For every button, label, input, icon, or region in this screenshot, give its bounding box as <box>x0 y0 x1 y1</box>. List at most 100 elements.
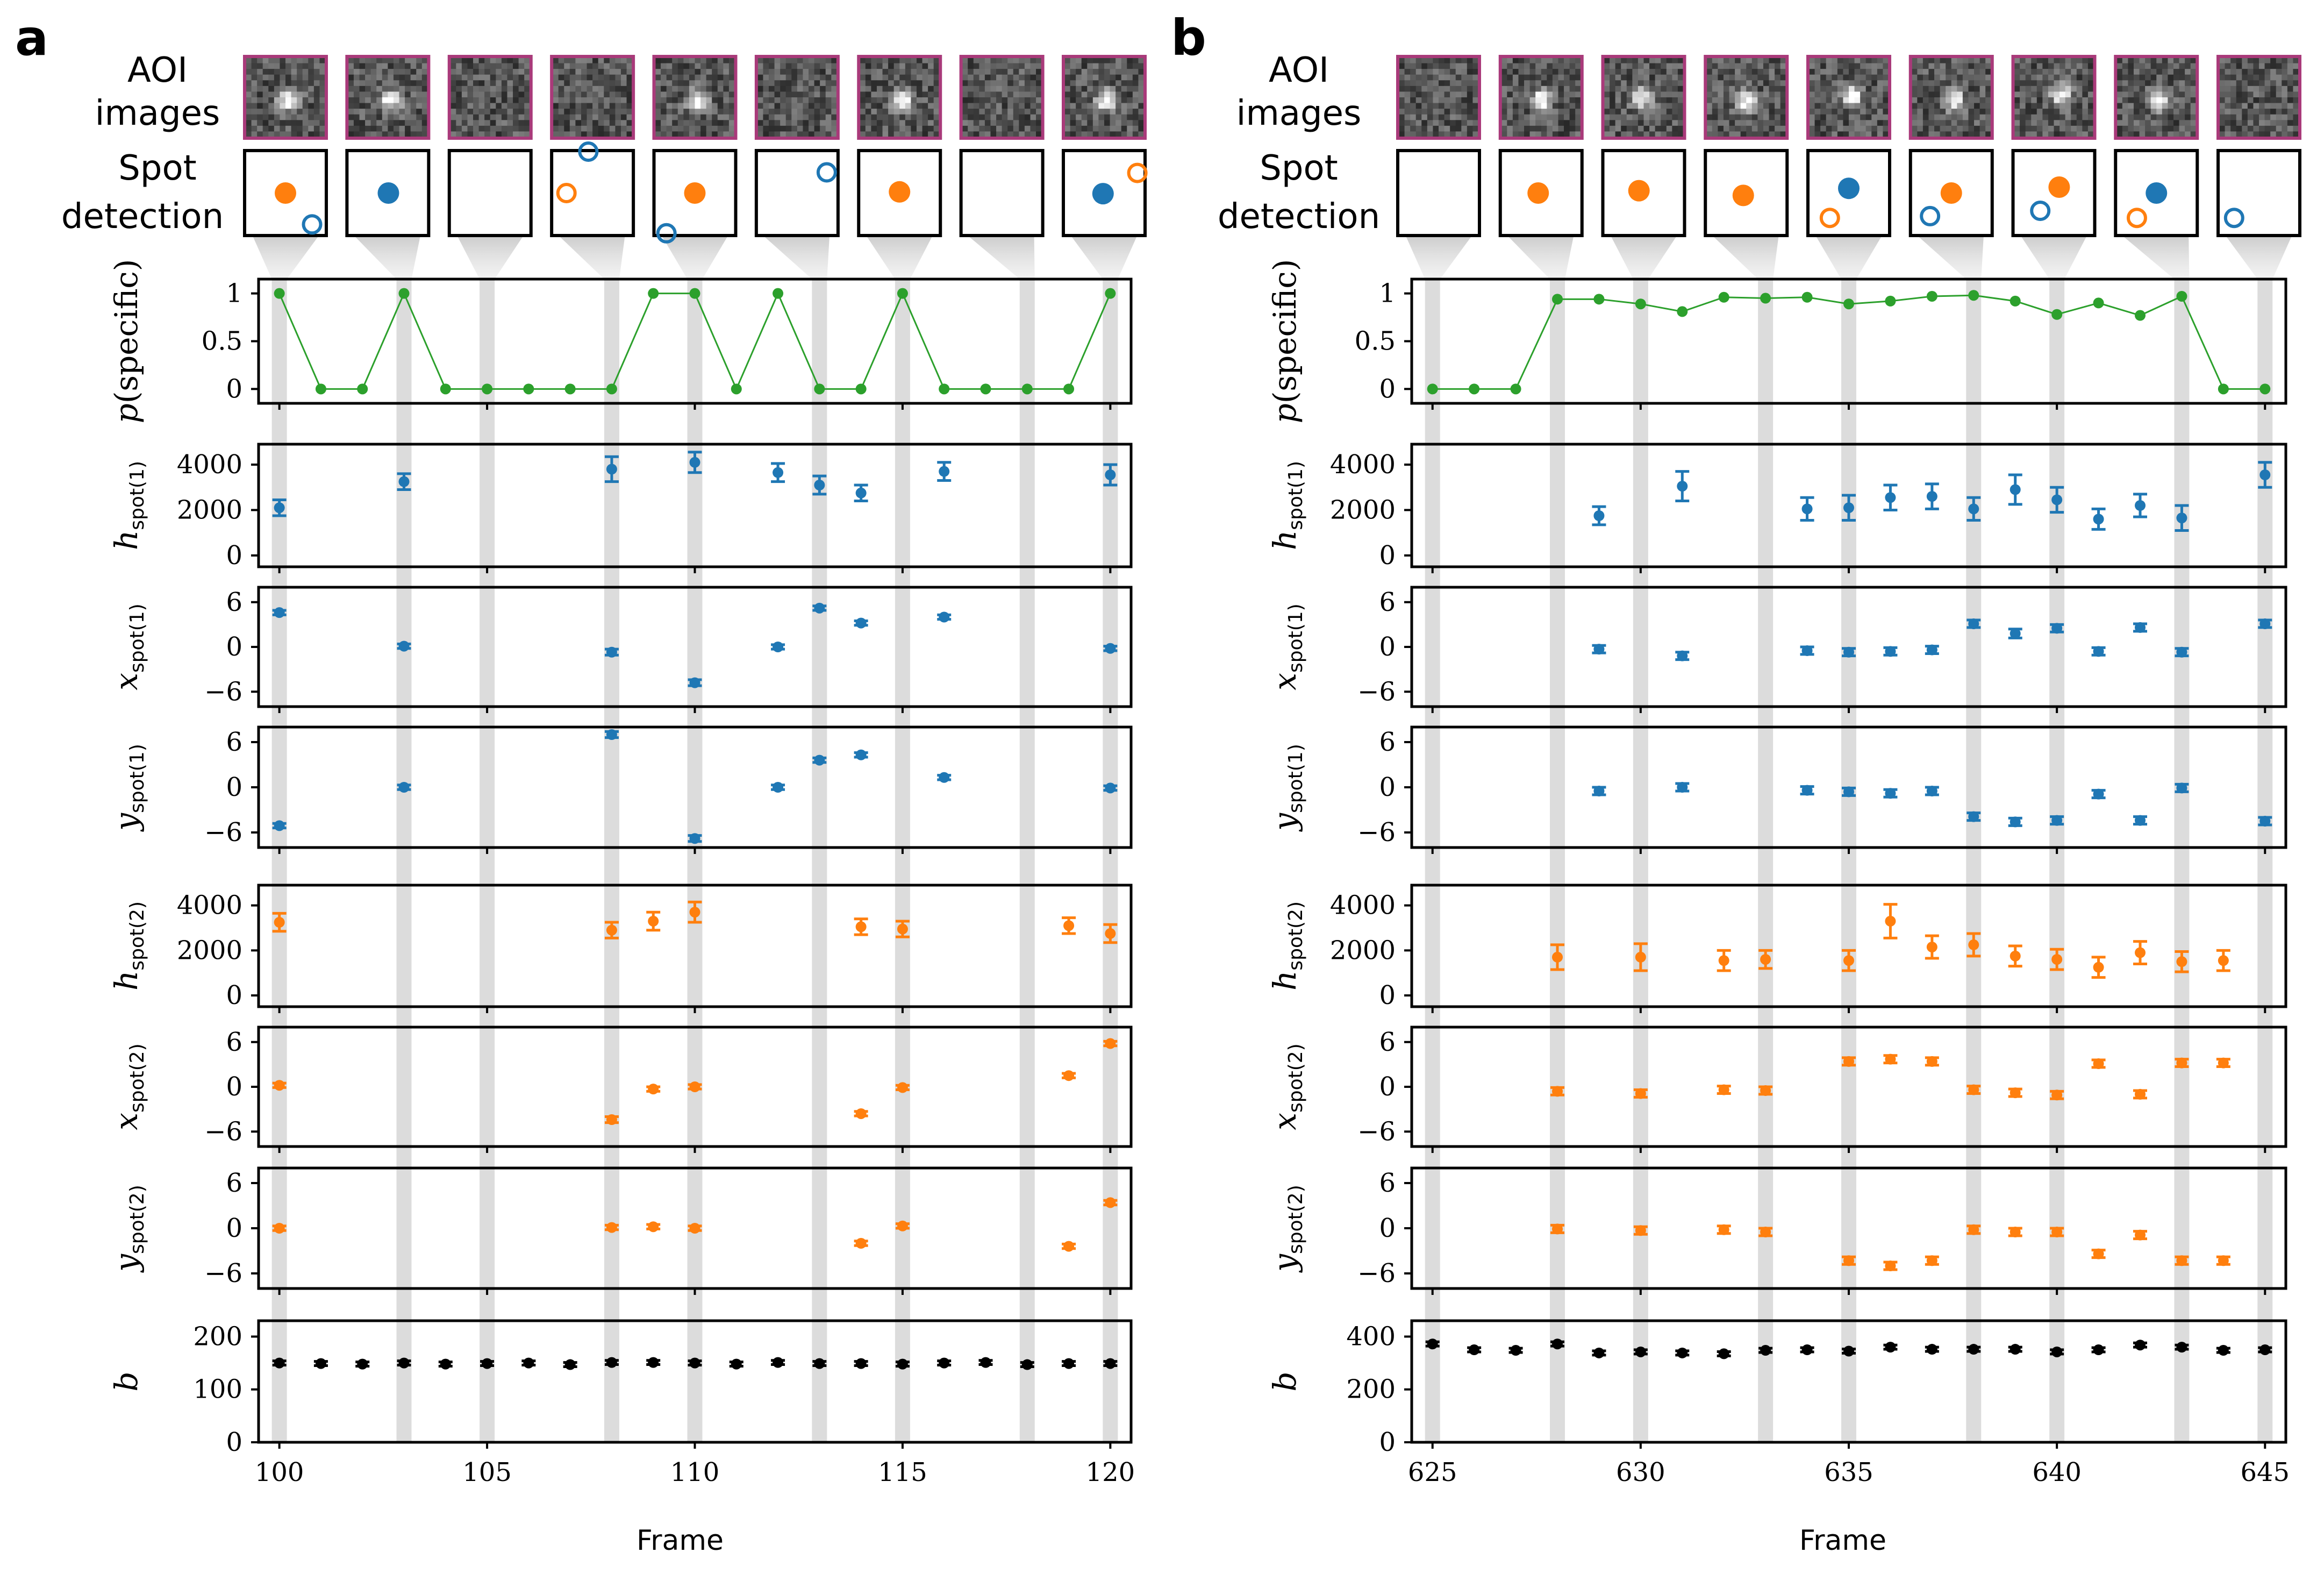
aoi-pixel <box>1883 131 1889 138</box>
aoi-pixel <box>461 131 468 138</box>
aoi-pixel <box>933 74 940 81</box>
aoi-pixel <box>2173 58 2180 64</box>
aoi-pixel <box>353 120 360 126</box>
aoi-pixel <box>604 131 610 138</box>
aoi-pixel <box>1729 74 1735 81</box>
aoi-pixel <box>450 125 456 132</box>
aoi-pixel <box>803 80 809 87</box>
aoi-pixel <box>1928 91 1935 98</box>
aoi-pixel <box>871 109 877 115</box>
aoi-pixel <box>1121 58 1127 64</box>
aoi-frame <box>2114 55 2199 140</box>
highlight-funnel <box>457 237 523 279</box>
aoi-pixel <box>592 86 599 92</box>
aoi-pixel <box>507 114 513 120</box>
aoi-pixel <box>2133 63 2140 69</box>
aoi-pixel <box>899 97 906 104</box>
aoi-pixel <box>990 109 997 115</box>
aoi-pixel <box>2264 114 2271 120</box>
aoi-pixel <box>661 58 667 64</box>
aoi-pixel <box>2168 63 2174 69</box>
aoi-pixel <box>1729 80 1735 87</box>
p-specific-point <box>648 288 659 299</box>
aoi-pixel <box>1974 69 1980 75</box>
aoi-pixel <box>1843 120 1849 126</box>
aoi-pixel <box>1433 109 1439 115</box>
aoi-pixel <box>888 69 895 75</box>
aoi-pixel <box>1007 63 1014 69</box>
aoi-pixel <box>1450 80 1456 87</box>
aoi-pixel <box>2219 63 2226 69</box>
aoi-pixel <box>825 69 832 75</box>
aoi-pixel <box>359 97 366 104</box>
aoi-pixel <box>1019 86 1025 92</box>
data-marker <box>1677 1347 1688 1358</box>
aoi-pixel <box>1138 131 1145 138</box>
y-tick-label: 400 <box>1346 1321 1396 1351</box>
aoi-pixel <box>1507 103 1513 109</box>
aoi-pixel <box>416 69 423 75</box>
aoi-pixel <box>933 86 940 92</box>
aoi-pixel <box>1809 74 1815 81</box>
aoi-pixel <box>1968 109 1975 115</box>
aoi-pixel <box>1632 80 1639 87</box>
aoi-pixel <box>587 63 593 69</box>
aoi-pixel <box>1735 109 1741 115</box>
aoi-frame <box>2216 55 2301 140</box>
aoi-pixel <box>1507 86 1513 92</box>
aoi-pixel <box>348 69 354 75</box>
aoi-pixel <box>1024 58 1031 64</box>
aoi-pixel <box>1030 63 1036 69</box>
aoi-pixel <box>2071 109 2077 115</box>
aoi-pixel <box>1775 103 1781 109</box>
aoi-pixel <box>871 97 877 104</box>
aoi-pixel <box>1575 63 1582 69</box>
aoi-pixel <box>1404 91 1411 98</box>
aoi-pixel <box>1672 69 1678 75</box>
aoi-pixel <box>968 86 974 92</box>
aoi-pixel <box>916 125 923 132</box>
aoi-pixel <box>1024 69 1031 75</box>
aoi-pixel <box>1604 80 1610 87</box>
aoi-pixel <box>1512 103 1519 109</box>
aoi-pixel <box>968 74 974 81</box>
aoi-pixel <box>672 97 678 104</box>
aoi-pixel <box>1098 58 1105 64</box>
spot2-candidate-marker <box>2126 208 2147 229</box>
aoi-pixel <box>723 86 730 92</box>
aoi-pixel <box>1070 97 1076 104</box>
aoi-pixel <box>1535 125 1542 132</box>
aoi-pixel <box>2190 131 2197 138</box>
aoi-pixel <box>1472 74 1479 81</box>
aoi-pixel <box>1019 63 1025 69</box>
aoi-pixel <box>507 74 513 81</box>
aoi-pixel <box>450 63 456 69</box>
data-marker <box>2135 1229 2146 1241</box>
aoi-pixel <box>2293 114 2299 120</box>
aoi-pixel <box>1461 91 1468 98</box>
aoi-pixel <box>1541 125 1547 132</box>
data-point-x2 <box>2133 1088 2147 1100</box>
aoi-pixel <box>1860 97 1867 104</box>
aoi-pixel <box>1121 103 1127 109</box>
aoi-pixel <box>1115 58 1122 64</box>
aoi-pixel <box>1626 86 1633 92</box>
aoi-pixel <box>518 125 525 132</box>
aoi-pixel <box>1076 103 1082 109</box>
aoi-pixel <box>1547 91 1553 98</box>
aoi-pixel <box>984 125 991 132</box>
aoi-pixel <box>1104 74 1111 81</box>
aoi-pixel <box>473 63 480 69</box>
aoi-pixel <box>1637 97 1644 104</box>
aoi-pixel <box>791 69 798 75</box>
aoi-pixel <box>1404 120 1411 126</box>
aoi-pixel <box>1951 74 1957 81</box>
data-point-x2 <box>1758 1085 1773 1096</box>
aoi-pixel <box>2145 58 2151 64</box>
aoi-pixel <box>2133 109 2140 115</box>
aoi-pixel <box>467 80 474 87</box>
aoi-pixel <box>820 74 826 81</box>
aoi-pixel <box>2122 125 2128 132</box>
plot-root-b: 00.51p(specific)020004000hspot(1)−606xsp… <box>1267 55 2301 1487</box>
aoi-pixel <box>2179 58 2185 64</box>
